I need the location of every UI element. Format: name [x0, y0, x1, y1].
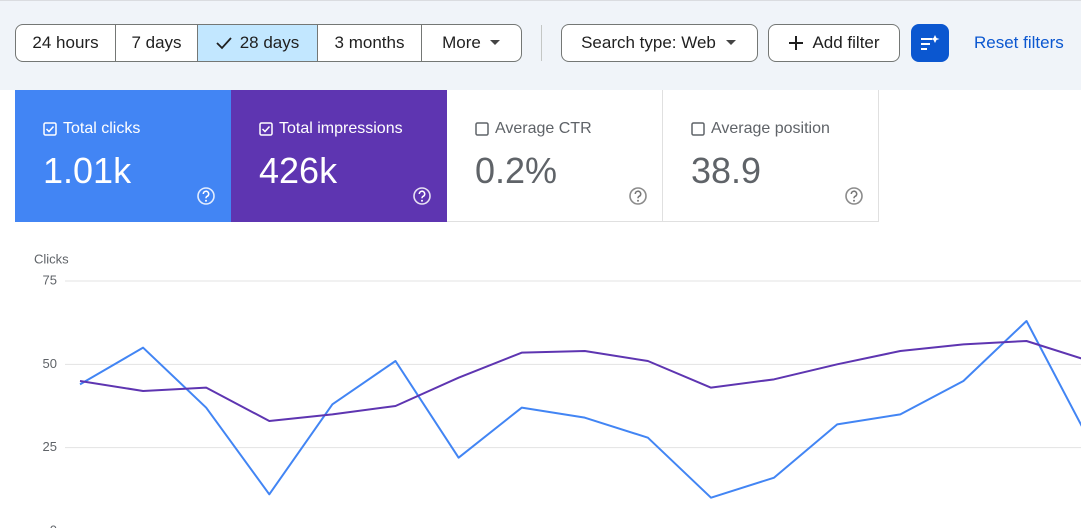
metric-label-row: Average CTR	[475, 120, 592, 138]
y-axis-label: Clicks	[34, 251, 69, 266]
range-label: More	[442, 33, 481, 52]
metric-label: Average position	[711, 120, 830, 137]
checkbox	[43, 122, 57, 136]
help-icon[interactable]	[628, 186, 648, 206]
divider	[541, 25, 542, 61]
range-button[interactable]: 24 hours	[16, 25, 116, 61]
metric-card[interactable]: Average position 38.9	[663, 90, 879, 222]
metric-value: 38.9	[691, 150, 762, 191]
range-button[interactable]: 28 days	[198, 25, 318, 61]
metric-label-row: Total impressions	[259, 120, 403, 138]
metric-label-row: Total clicks	[43, 120, 140, 138]
series-line	[79, 320, 1081, 499]
metric-label: Total clicks	[63, 120, 141, 137]
caret	[489, 40, 500, 45]
range-label: 28 days	[239, 33, 300, 52]
checkbox	[691, 122, 705, 136]
add-filter-button[interactable]: Add filter	[768, 24, 900, 62]
help-icon[interactable]	[844, 186, 864, 206]
range-label: 3 months	[334, 33, 405, 52]
metric-card[interactable]: Total clicks 1.01k	[15, 90, 231, 222]
metric-value: 426k	[259, 150, 338, 191]
range-button[interactable]: 7 days	[116, 25, 198, 61]
help-icon[interactable]	[412, 186, 432, 206]
y-tick-label: 0	[50, 522, 57, 528]
y-tick-label: 25	[43, 439, 57, 454]
reset-filters-link[interactable]: Reset filters	[974, 33, 1064, 52]
search-type-button[interactable]: Search type: Web	[561, 24, 758, 62]
date-range-group: 24 hours 7 days 28 days 3 months More	[15, 24, 522, 62]
metric-card[interactable]: Average CTR 0.2%	[447, 90, 663, 222]
chart: Clicks 0 25 50 75	[34, 251, 1081, 528]
filter-icon	[921, 35, 940, 50]
plus-icon	[789, 36, 804, 50]
range-button[interactable]: 3 months	[318, 25, 422, 61]
metric-value: 0.2%	[475, 150, 558, 191]
check-icon	[216, 37, 232, 50]
metric-value: 1.01k	[43, 150, 132, 191]
metric-label-row: Average position	[691, 120, 830, 138]
metric-card[interactable]: Total impressions 426k	[231, 90, 447, 222]
help-icon[interactable]	[196, 186, 216, 206]
range-label: 24 hours	[32, 33, 99, 52]
range-button[interactable]: More	[422, 25, 521, 61]
caret	[725, 40, 736, 45]
range-label: 7 days	[131, 33, 182, 52]
search-type-label: Search type: Web	[581, 33, 716, 52]
add-filter-label: Add filter	[812, 33, 880, 52]
y-tick-label: 50	[43, 356, 57, 371]
y-tick-label: 75	[43, 272, 57, 287]
checkbox	[259, 122, 273, 136]
checkbox	[475, 122, 489, 136]
filter-icon-button[interactable]	[911, 24, 949, 62]
metric-label: Total impressions	[279, 120, 403, 137]
metric-label: Average CTR	[495, 120, 592, 137]
series-line	[79, 340, 1081, 422]
toolbar: 24 hours 7 days 28 days 3 months More Se…	[0, 0, 1081, 90]
